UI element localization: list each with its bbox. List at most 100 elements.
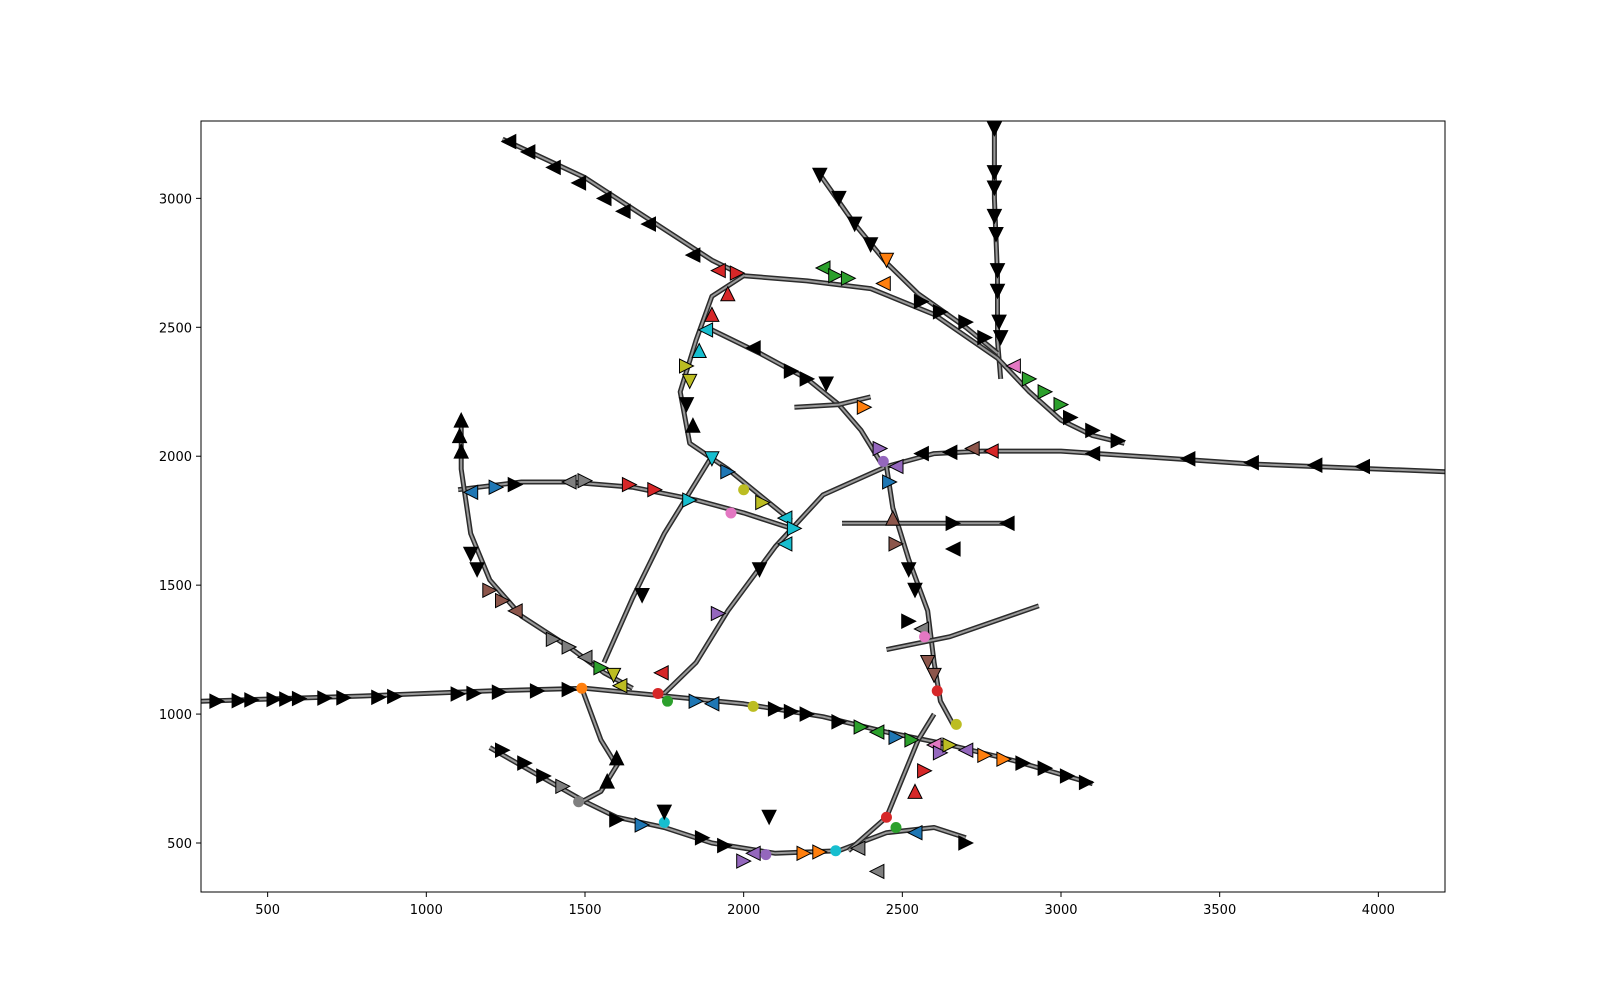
point-marker <box>830 845 842 857</box>
road-inner-13 <box>580 687 618 767</box>
direction-arrow-right <box>840 270 857 287</box>
direction-arrow-right <box>755 494 771 511</box>
point-marker <box>738 484 750 496</box>
road-1 <box>662 448 1445 696</box>
direction-arrow-up <box>451 427 468 444</box>
direction-arrow-left <box>1005 358 1021 374</box>
direction-arrow-right <box>1063 409 1079 426</box>
direction-arrow-left <box>944 541 961 557</box>
direction-arrow-right <box>710 605 727 622</box>
direction-arrow-up <box>453 411 470 428</box>
direction-arrow-down <box>656 804 673 821</box>
direction-arrow-right <box>1110 432 1127 449</box>
direction-arrow-left <box>703 695 720 712</box>
direction-arrow-left <box>560 474 577 490</box>
direction-arrow-right <box>913 293 930 310</box>
direction-arrow-right <box>958 835 974 851</box>
x-tick-label: 4000 <box>1362 903 1395 918</box>
point-marker <box>931 685 943 697</box>
direction-arrow-left <box>710 262 726 279</box>
direction-arrow-right <box>812 844 828 860</box>
direction-arrow-left <box>957 742 974 759</box>
direction-arrow-down <box>900 562 917 578</box>
direction-arrow-right <box>682 492 698 508</box>
point-marker <box>652 687 664 699</box>
y-tick-label: 1000 <box>159 708 192 723</box>
direction-arrow-left <box>684 247 701 263</box>
direction-arrow-down <box>818 376 835 393</box>
road-inner-17 <box>794 395 871 409</box>
direction-arrow-right <box>561 681 578 698</box>
direction-arrow-right <box>634 817 651 833</box>
direction-arrow-right <box>977 747 993 764</box>
road-inner-16 <box>886 604 1040 651</box>
direction-arrow-left <box>1306 457 1323 474</box>
road-12 <box>580 759 623 804</box>
road-8 <box>458 417 634 691</box>
x-tick-label: 3500 <box>1203 903 1236 918</box>
direction-arrow-right <box>996 751 1013 768</box>
point-marker <box>658 816 670 828</box>
direction-arrow-left <box>868 863 885 880</box>
direction-arrow-down <box>831 190 847 207</box>
direction-arrow-right <box>831 713 848 730</box>
direction-arrow-right <box>828 267 844 284</box>
direction-arrow-right <box>888 536 905 552</box>
point-marker <box>573 796 585 808</box>
direction-arrow-right <box>1021 371 1038 387</box>
direction-arrow-right <box>1037 383 1054 400</box>
direction-arrow-right <box>1078 774 1095 791</box>
direction-arrow-left <box>906 824 923 841</box>
direction-arrow-right <box>717 837 733 854</box>
direction-arrow-left <box>868 724 885 740</box>
direction-arrow-left <box>1179 450 1196 467</box>
direction-arrow-down <box>907 582 923 599</box>
direction-arrow-right <box>945 515 962 532</box>
road-inner-0 <box>201 687 1093 785</box>
direction-arrow-down <box>919 655 936 671</box>
direction-arrow-right <box>450 686 467 702</box>
direction-arrow-right <box>932 303 949 320</box>
road-inner-12 <box>581 759 621 803</box>
direction-arrow-down <box>751 562 768 578</box>
direction-arrow-left <box>1354 458 1370 475</box>
direction-arrow-up <box>608 749 625 766</box>
direction-arrow-right <box>371 689 387 706</box>
point-marker <box>747 700 759 712</box>
direction-arrow-down <box>605 667 622 684</box>
y-tick-label: 2500 <box>159 321 192 336</box>
point-marker <box>919 631 931 643</box>
direction-arrow-down <box>989 263 1006 279</box>
direction-arrow-right <box>488 479 505 496</box>
direction-arrow-left <box>507 603 523 619</box>
direction-arrow-right <box>244 692 260 708</box>
y-tick-label: 2000 <box>159 450 192 465</box>
direction-arrow-left <box>611 677 628 694</box>
x-tick-label: 1000 <box>410 903 443 918</box>
road-inner-3 <box>502 138 1125 445</box>
direction-arrow-right <box>466 685 483 702</box>
road-inner-14 <box>847 713 935 852</box>
road-inner-1 <box>663 450 1445 695</box>
y-tick-label: 500 <box>167 837 192 852</box>
direction-arrow-down <box>926 667 942 684</box>
direction-arrow-right <box>561 639 578 655</box>
direction-arrow-right <box>872 440 889 457</box>
direction-arrow-right <box>688 693 705 710</box>
direction-arrow-right <box>291 690 308 707</box>
direction-arrow-up <box>719 285 736 302</box>
direction-arrow-down <box>704 451 720 467</box>
direction-arrow-right <box>856 399 873 416</box>
road-inner-7 <box>457 481 792 530</box>
direction-arrow-left <box>1084 445 1101 462</box>
direction-arrow-right <box>1053 396 1070 413</box>
direction-arrow-down <box>678 397 695 413</box>
direction-arrow-down <box>681 373 698 390</box>
direction-arrow-down <box>634 588 650 604</box>
direction-arrow-right <box>482 582 498 599</box>
direction-arrow-left <box>462 484 479 501</box>
direction-arrow-left <box>1243 454 1259 471</box>
x-tick-label: 2000 <box>727 903 760 918</box>
direction-arrow-right <box>799 706 816 722</box>
